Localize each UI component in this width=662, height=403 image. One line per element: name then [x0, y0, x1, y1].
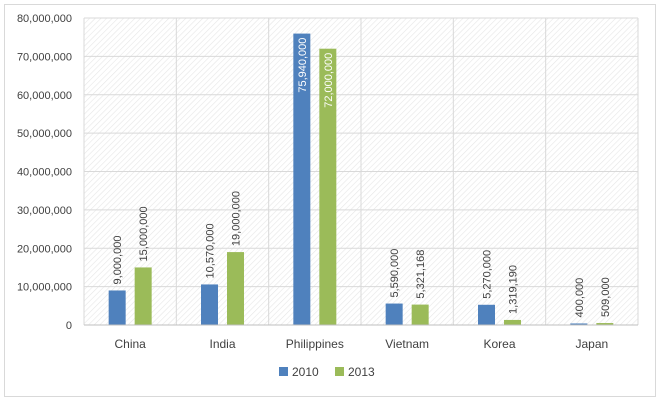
x-tick-label: China — [114, 337, 146, 351]
bars: 9,000,000 15,000,000 10,570,000 19,000,000 7… — [108, 33, 614, 325]
bar-2010-philippines — [293, 33, 311, 325]
x-axis: China India Philippines Vietnam Korea Japan — [84, 324, 638, 351]
data-label: 9,000,000 — [112, 236, 124, 285]
data-label: 400,000 — [574, 278, 586, 318]
legend-swatch-2010 — [279, 367, 288, 376]
x-tick-label: Vietnam — [385, 337, 429, 351]
data-label: 5,321,168 — [415, 250, 427, 299]
bar-2013-china — [134, 267, 152, 325]
data-label: 72,000,000 — [323, 53, 335, 108]
bar-2013-japan — [596, 323, 614, 325]
bar-2010-japan — [570, 323, 588, 325]
y-tick-label: 20,000,000 — [17, 243, 72, 255]
x-tick-label: India — [209, 337, 235, 351]
gridlines — [83, 17, 639, 326]
y-tick-label: 0 — [66, 320, 72, 332]
y-tick-label: 10,000,000 — [17, 282, 72, 294]
bar-2010-korea — [478, 304, 495, 325]
bar-2010-vietnam — [385, 303, 403, 325]
data-label: 5,270,000 — [482, 250, 494, 299]
y-tick-label: 30,000,000 — [17, 205, 72, 217]
data-label: 509,000 — [600, 277, 612, 317]
data-label: 10,570,000 — [205, 223, 217, 278]
legend-label: 2010 — [292, 365, 319, 379]
legend-label: 2013 — [348, 365, 375, 379]
y-tick-label: 40,000,000 — [17, 167, 72, 179]
legend: 2010 2013 — [279, 365, 375, 379]
x-tick-label: Korea — [483, 337, 515, 351]
y-tick-label: 80,000,000 — [17, 13, 72, 25]
bar-2010-india — [201, 284, 218, 325]
data-label: 19,000,000 — [231, 191, 243, 246]
y-axis: 0 10,000,000 20,000,000 30,000,000 40,000,00… — [17, 13, 72, 332]
legend-swatch-2013 — [335, 367, 344, 376]
data-label: 15,000,000 — [138, 206, 150, 261]
bar-2013-philippines — [319, 48, 337, 325]
y-tick-label: 50,000,000 — [17, 128, 72, 140]
bar-2013-korea — [504, 319, 521, 325]
bar-2013-india — [227, 252, 244, 325]
data-label: 75,940,000 — [297, 38, 309, 93]
data-label: 1,319,190 — [508, 265, 520, 314]
bar-2013-vietnam — [411, 304, 429, 325]
x-tick-label: Philippines — [286, 337, 344, 351]
data-label: 5,590,000 — [389, 249, 401, 298]
x-tick-label: Japan — [575, 337, 608, 351]
y-tick-label: 60,000,000 — [17, 90, 72, 102]
bar-2010-china — [108, 290, 126, 325]
y-tick-label: 70,000,000 — [17, 51, 72, 63]
